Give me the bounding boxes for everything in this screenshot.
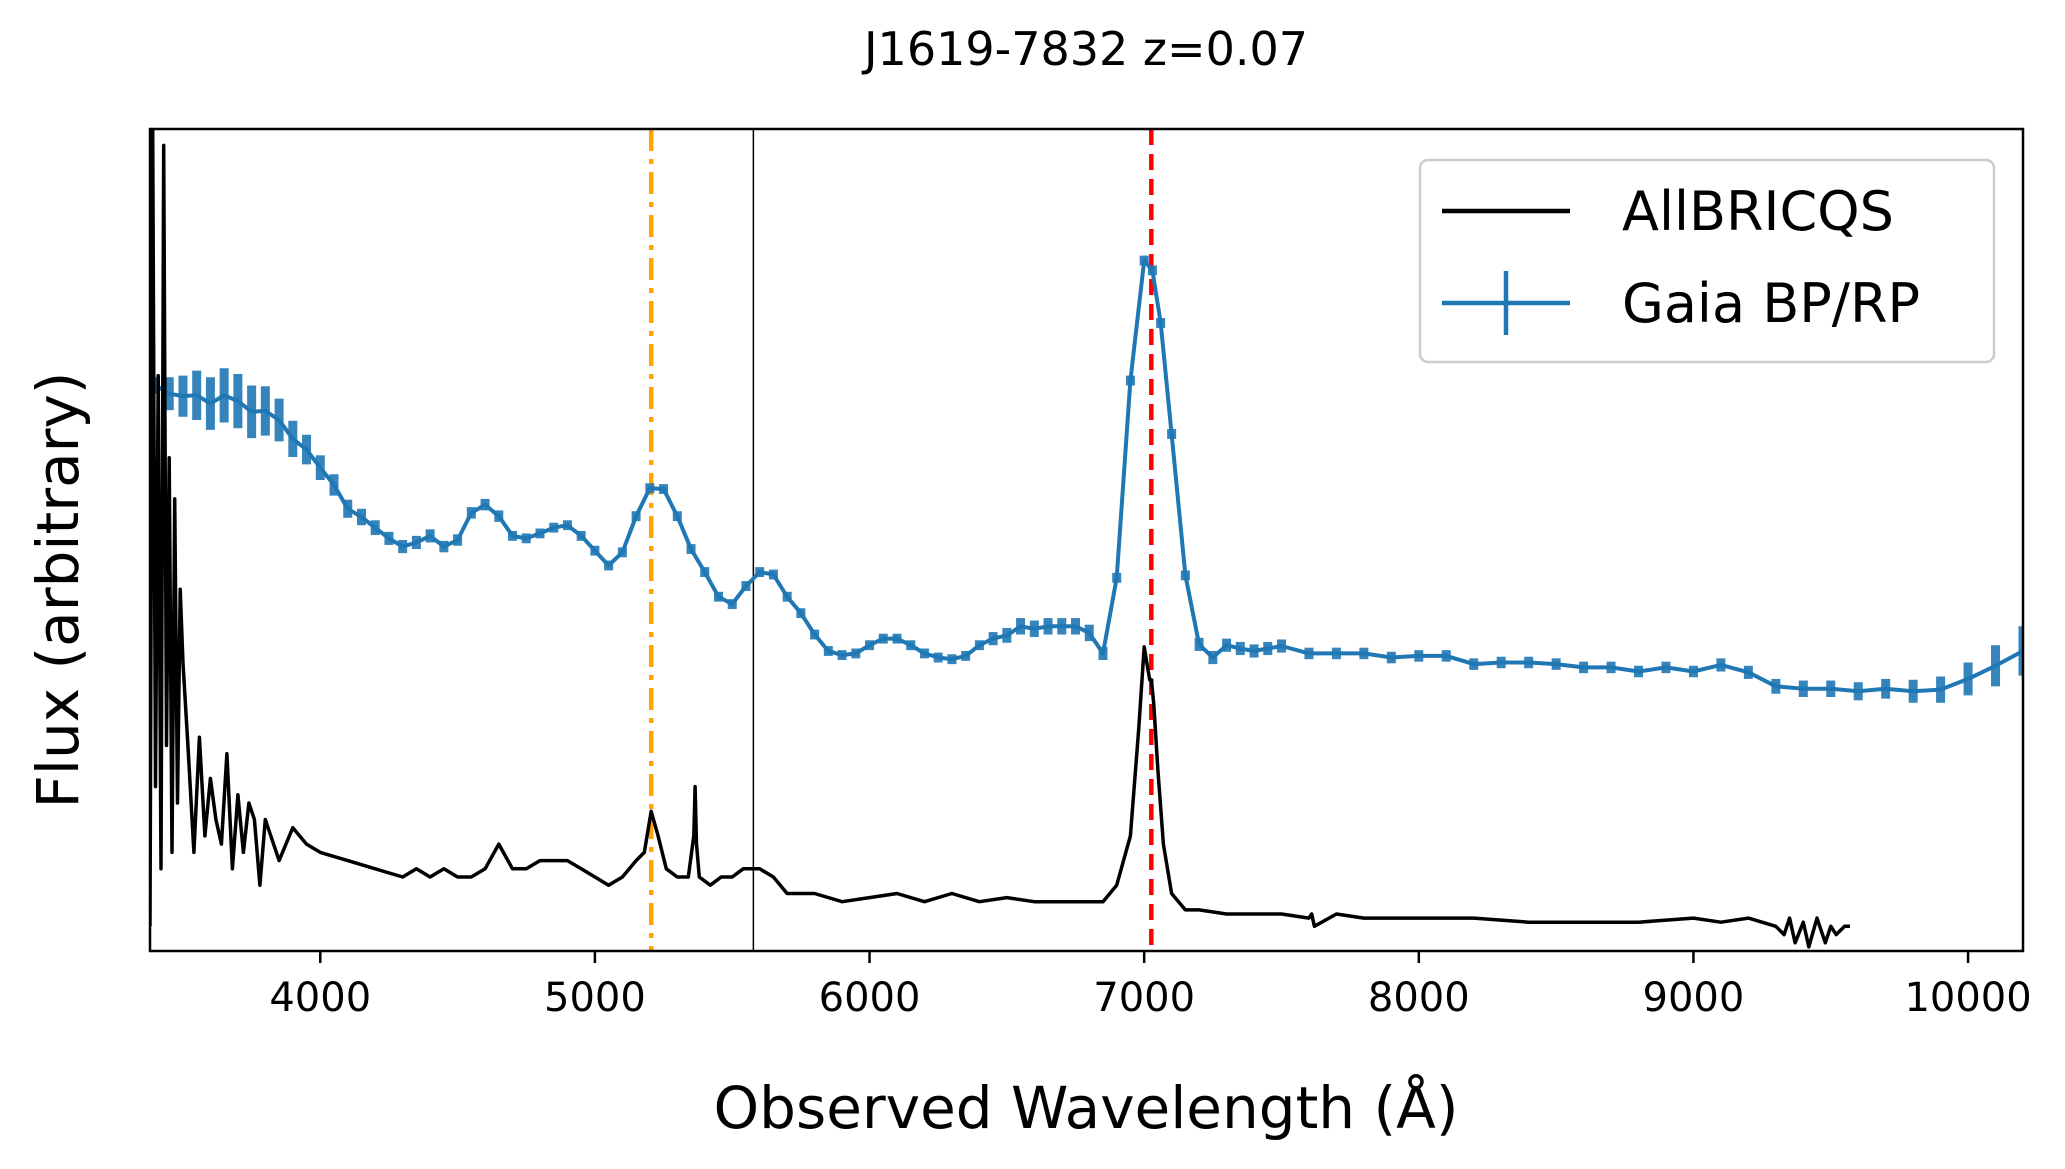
series-line-gaia-bp-rp: [154, 258, 2023, 694]
y-axis-label: Flux (arbitrary): [24, 372, 92, 809]
x-tick-label: 4000: [269, 975, 371, 1021]
series-line-allbricqs: [150, 129, 1850, 949]
x-tick-label: 9000: [1643, 975, 1745, 1021]
legend-label-allbricqs: AllBRICQS: [1622, 180, 1894, 243]
plot-frame: [148, 127, 2025, 953]
x-tick-label: 5000: [544, 975, 646, 1021]
legend: AllBRICQS Gaia BP/RP: [1418, 158, 1996, 364]
chart-title: J1619-7832 z=0.07: [861, 22, 1308, 76]
x-tick-label: 6000: [819, 975, 921, 1021]
x-tick-label: 10000: [1904, 975, 2031, 1021]
x-tick-label: 8000: [1368, 975, 1470, 1021]
x-tick-label: 7000: [1093, 975, 1195, 1021]
legend-label-gaia: Gaia BP/RP: [1622, 272, 1920, 335]
x-axis-label: Observed Wavelength (Å): [714, 1073, 1459, 1142]
